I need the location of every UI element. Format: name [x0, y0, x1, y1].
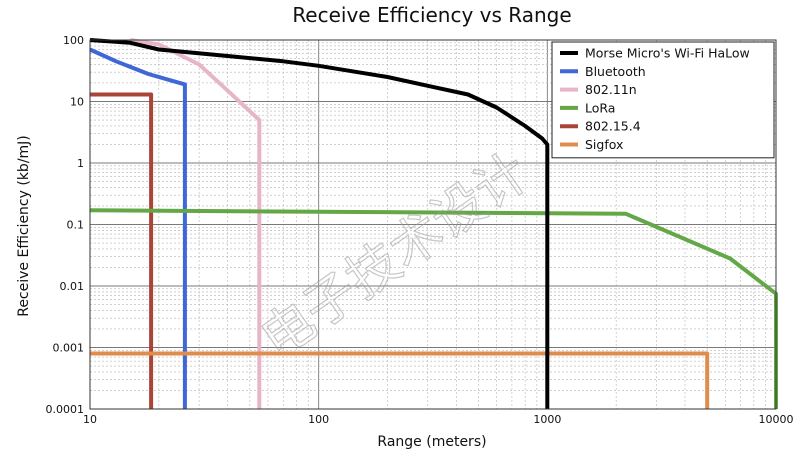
legend-label: Sigfox	[585, 137, 623, 152]
series-line-4	[90, 92, 154, 409]
ticks-layer: 10 100 1000 10000 0.0001 0.001 0.01 0.1 1 10 100	[46, 34, 794, 426]
axis-layer	[89, 39, 777, 410]
series-layer	[89, 38, 778, 409]
y-tick-label: 0.001	[53, 342, 85, 355]
y-tick-label: 10	[70, 96, 84, 109]
x-tick-label: 10	[83, 413, 97, 426]
chart-title: Receive Efficiency vs Range	[292, 3, 571, 27]
series-line-2	[130, 38, 262, 409]
x-tick-label: 1000	[533, 413, 561, 426]
y-tick-label: 100	[63, 34, 84, 47]
legend-label: 802.15.4	[585, 119, 641, 134]
series-line-1	[89, 47, 187, 409]
y-axis-label: Receive Efficiency (kb/mJ)	[16, 135, 32, 317]
y-tick-label: 1	[77, 157, 84, 170]
x-tick-label: 10000	[759, 413, 794, 426]
y-tick-label: 0.01	[60, 280, 85, 293]
series-line-5	[90, 351, 710, 409]
series-line-0	[89, 38, 550, 409]
x-axis-label: Range (meters)	[377, 434, 486, 450]
legend-label: Morse Micro's Wi-Fi HaLow	[585, 46, 750, 61]
legend-label: LoRa	[585, 100, 615, 115]
legend-box	[551, 41, 775, 159]
legend: Morse Micro's Wi-Fi HaLow Bluetooth 802.11…	[551, 41, 775, 159]
plot-frame	[89, 39, 777, 410]
x-tick-label: 100	[308, 413, 329, 426]
legend-label: 802.11n	[585, 82, 637, 97]
y-tick-label: 0.1	[67, 219, 85, 232]
legend-label: Bluetooth	[585, 64, 646, 79]
y-tick-label: 0.0001	[46, 403, 85, 416]
